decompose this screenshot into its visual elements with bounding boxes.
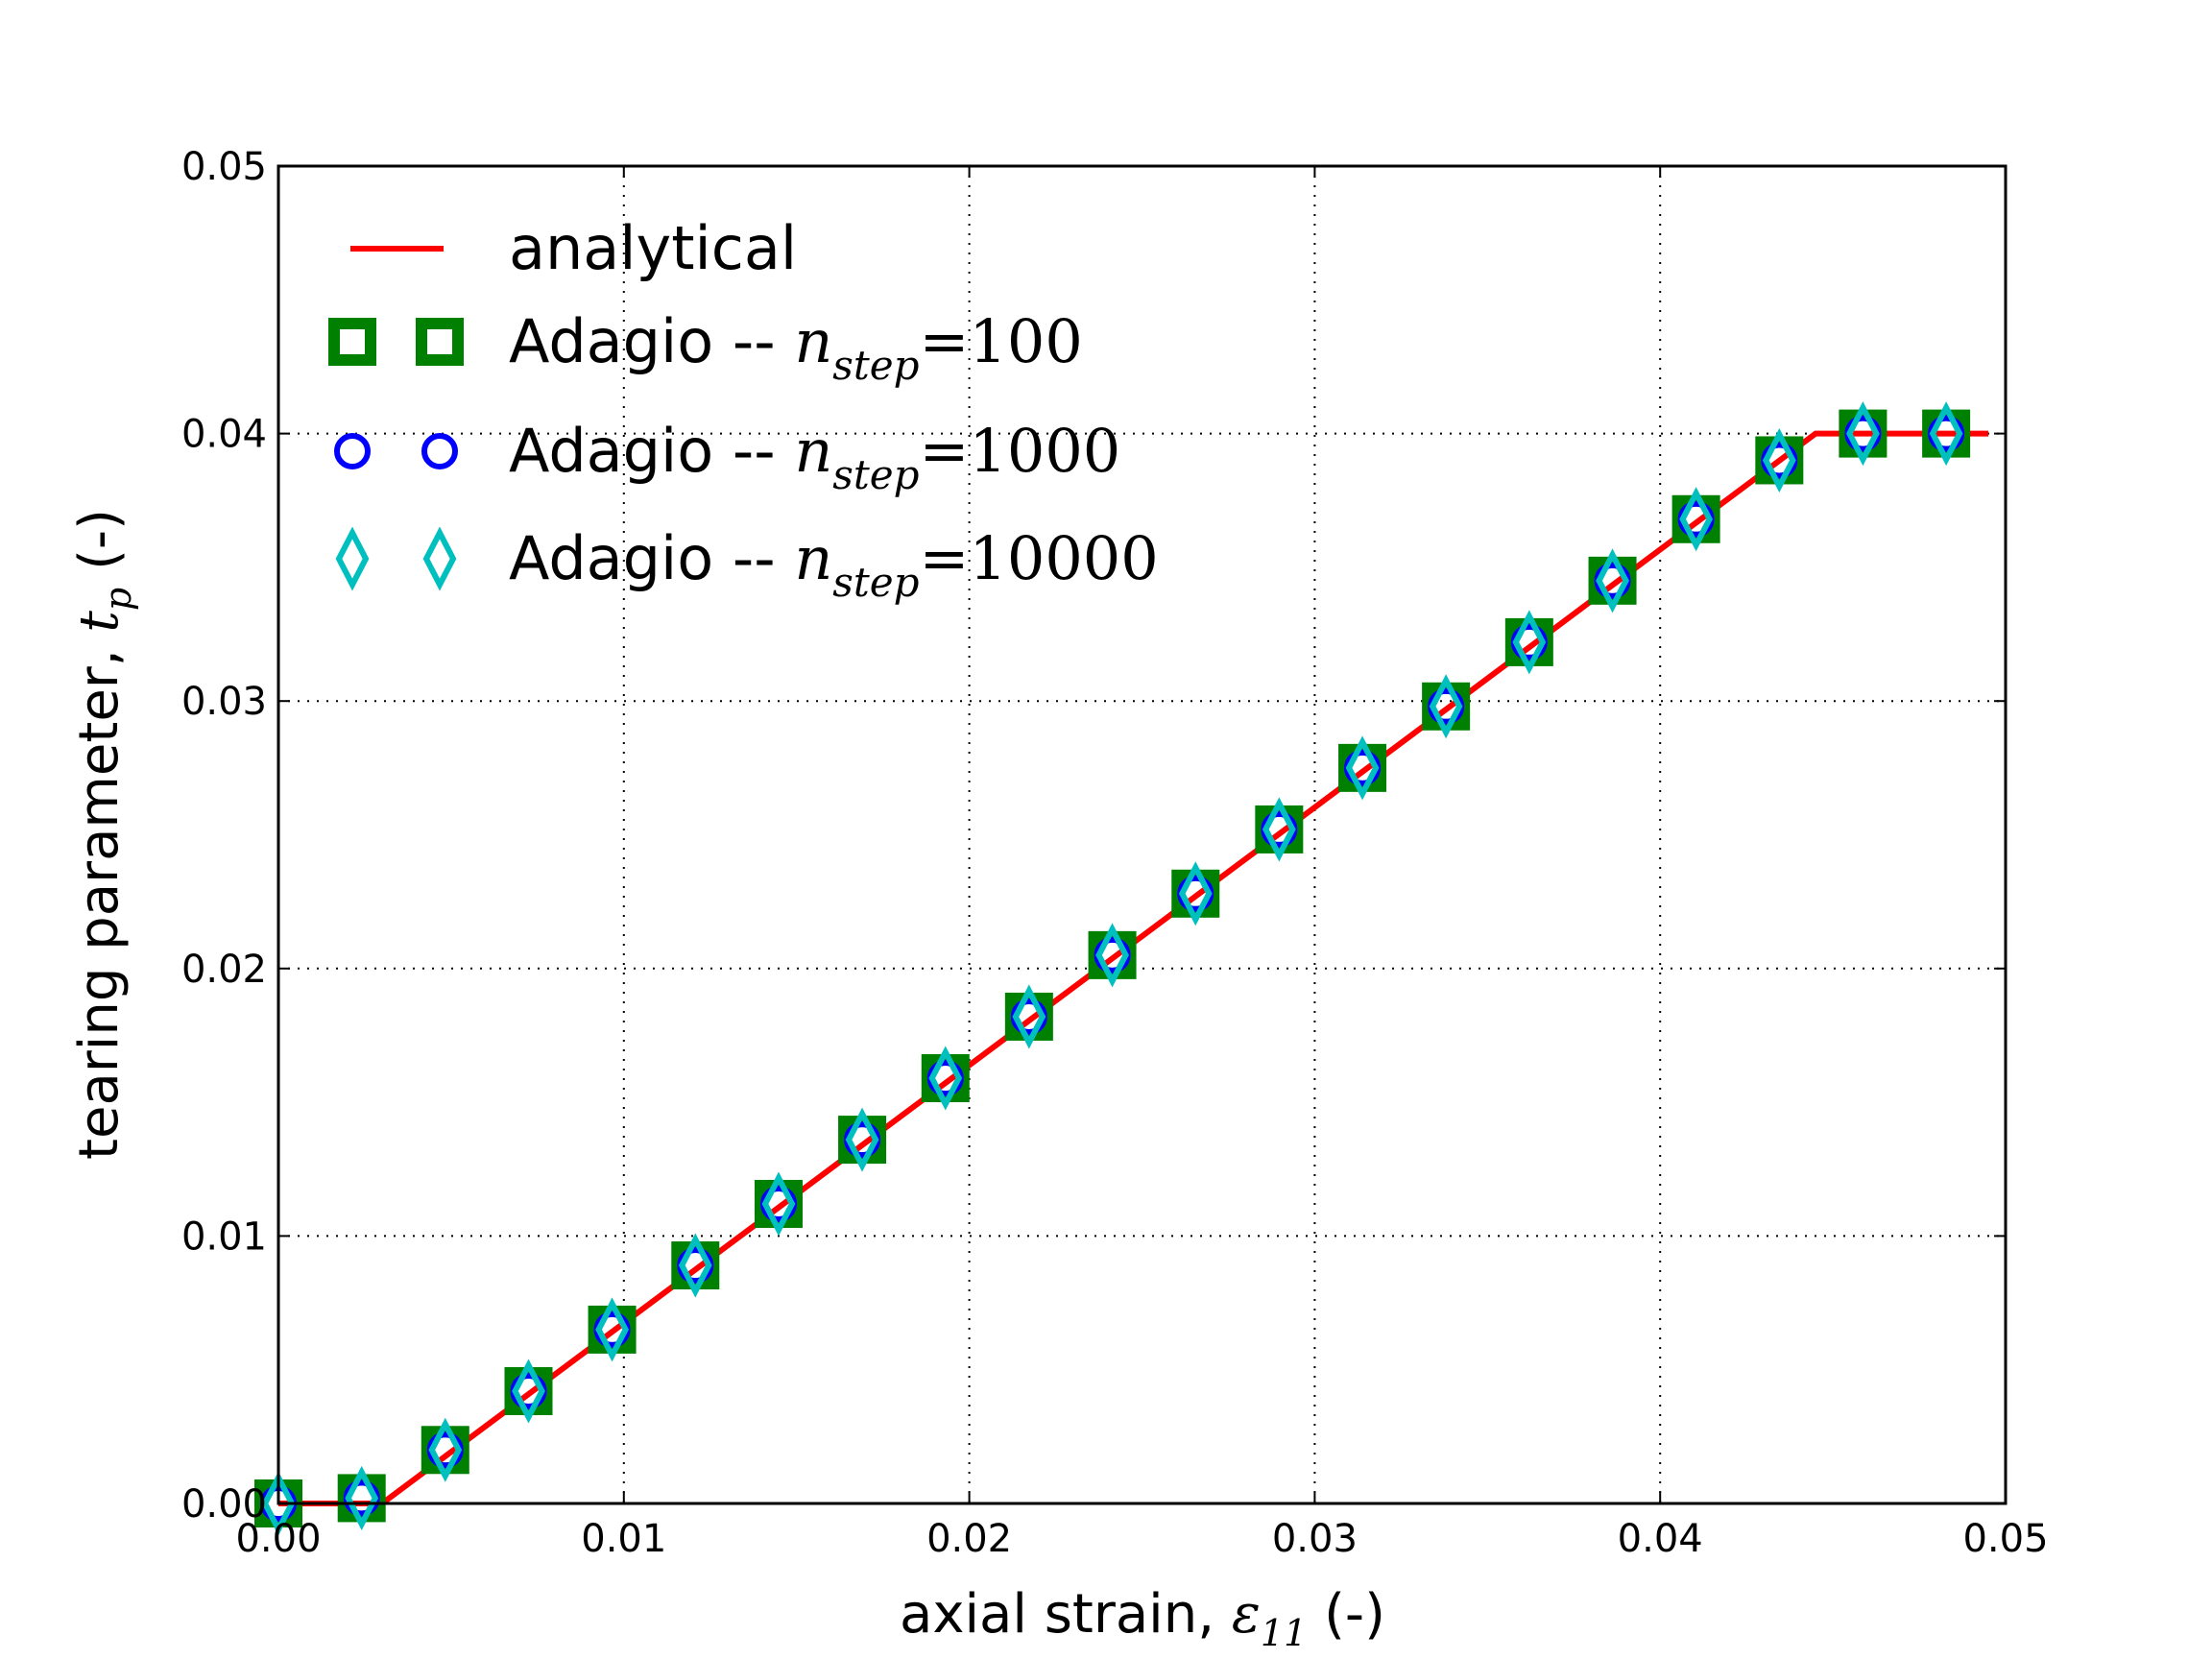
- x-axis-label: axial strain, ε11 (-): [900, 1583, 1385, 1654]
- legend-math-sub: step: [832, 451, 919, 498]
- square-marker-shape: [416, 318, 464, 366]
- legend-label: Adagio -- nstep=100: [509, 306, 1083, 389]
- diamond-marker: [1846, 401, 1880, 467]
- y-tick-label: 0.02: [181, 948, 267, 992]
- legend-math-value: =100: [919, 306, 1082, 376]
- diamond-marker: [595, 1297, 629, 1362]
- legend-math-n: n: [794, 416, 832, 486]
- ticks: 0.00 0.01 0.02 0.03 0.04 0.05 0.00 0.01 0.02 0.03…: [181, 145, 2049, 1561]
- diamond-marker: [1512, 610, 1547, 675]
- series-layer: [254, 401, 1989, 1536]
- legend-math-value: =10000: [919, 523, 1158, 593]
- legend-label-text: Adagio --: [509, 306, 794, 376]
- circle-marker: [334, 433, 371, 469]
- diamond-marker: [261, 1471, 296, 1536]
- circle-marker: [421, 433, 458, 469]
- grid: [278, 166, 2006, 1503]
- diamond-marker: [1178, 861, 1213, 926]
- x-tick-label: 0.01: [581, 1517, 666, 1561]
- diamond-marker: [928, 1046, 963, 1111]
- legend-entry: Adagio -- nstep=1000: [334, 416, 1120, 498]
- diamond-marker: [1762, 427, 1796, 493]
- diamond-marker: [678, 1233, 712, 1298]
- square-marker-shape: [328, 318, 376, 366]
- legend-label: Adagio -- nstep=10000: [509, 523, 1159, 606]
- square-marker: [416, 318, 464, 366]
- legend-math-value: =1000: [919, 416, 1120, 486]
- diamond-marker: [345, 1465, 379, 1530]
- y-tick-label: 0.05: [181, 145, 267, 189]
- diamond-marker: [512, 1358, 545, 1424]
- legend-math-sub: step: [832, 559, 919, 606]
- y-tick-label: 0.00: [181, 1482, 267, 1527]
- x-tick-label: 0.05: [1962, 1517, 2048, 1561]
- y-tick-label: 0.04: [181, 413, 267, 457]
- diamond-marker: [1095, 923, 1129, 988]
- x-tick-label: 0.04: [1618, 1517, 1703, 1561]
- x-tick-label: 0.03: [1272, 1517, 1358, 1561]
- legend-entry: analytical: [350, 213, 797, 283]
- diamond-marker: [422, 526, 457, 591]
- diamond-marker: [845, 1107, 879, 1172]
- legend-label-text: analytical: [509, 213, 797, 283]
- series-diamond: [261, 401, 1963, 1536]
- legend-math-n: n: [794, 523, 832, 593]
- diamond-marker: [1596, 548, 1629, 613]
- diamond-marker: [1429, 674, 1463, 739]
- plot-frame: [276, 164, 2008, 1505]
- legend-label-text: Adagio --: [509, 523, 794, 593]
- legend-math-sub: step: [832, 342, 919, 389]
- square-marker: [328, 318, 376, 366]
- diamond-marker: [1262, 797, 1296, 862]
- diamond-marker: [761, 1171, 796, 1237]
- legend-label: Adagio -- nstep=1000: [509, 416, 1120, 498]
- legend-entry: Adagio -- nstep=10000: [335, 523, 1159, 606]
- diamond-marker: [1345, 735, 1380, 801]
- legend-label: analytical: [509, 213, 797, 283]
- x-tick-label: 0.02: [926, 1517, 1012, 1561]
- diamond-marker: [1929, 401, 1963, 467]
- diamond-marker: [1679, 487, 1713, 552]
- y-tick-label: 0.01: [181, 1214, 267, 1259]
- diamond-marker: [335, 526, 370, 591]
- y-axis-label: tearing parameter, tp (-): [68, 509, 139, 1160]
- diamond-marker: [1012, 984, 1046, 1049]
- x-tick-label: 0.00: [235, 1517, 321, 1561]
- legend-label-text: Adagio --: [509, 416, 794, 486]
- diamond-marker: [428, 1417, 463, 1482]
- legend-entry: Adagio -- nstep=100: [328, 306, 1083, 389]
- legend-math-n: n: [794, 306, 832, 376]
- y-tick-label: 0.03: [181, 680, 267, 724]
